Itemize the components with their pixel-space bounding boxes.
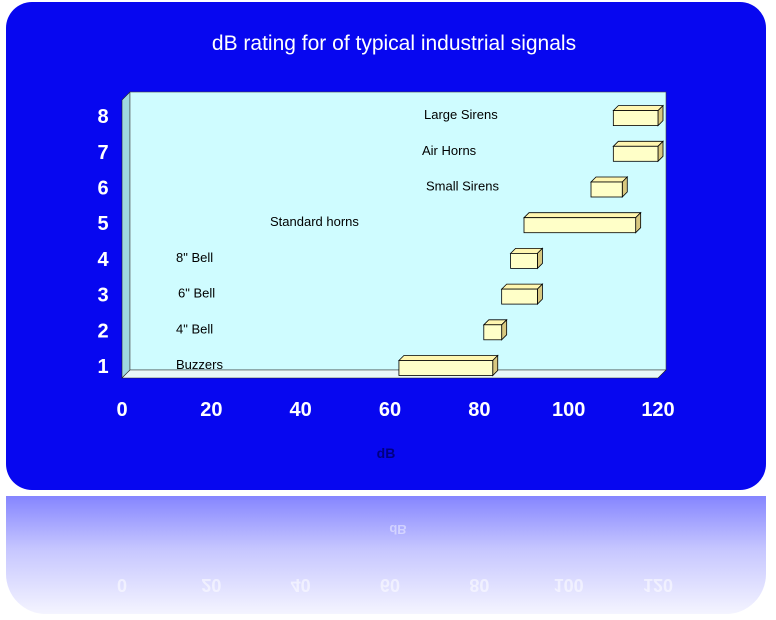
bar-top xyxy=(590,176,629,183)
x-tick-label: 40 xyxy=(290,399,312,421)
bar xyxy=(501,288,538,305)
bar xyxy=(590,181,623,198)
y-tick-label: 6 xyxy=(97,178,108,200)
y-tick-label: 8 xyxy=(97,106,108,128)
bar xyxy=(612,145,659,162)
y-tick-label: 3 xyxy=(97,285,108,307)
y-tick-label: 5 xyxy=(97,213,108,235)
y-tick-label: 4 xyxy=(97,249,109,271)
x-axis-label: dB xyxy=(377,445,396,461)
reflected-x-tick-label: 60 xyxy=(379,575,401,595)
x-tick-label: 0 xyxy=(116,399,127,421)
bar-top xyxy=(612,105,664,111)
bar-top xyxy=(397,355,499,361)
reflected-x-tick-label: 120 xyxy=(642,575,674,595)
x-tick-label: 60 xyxy=(379,399,401,421)
plot-side-wall xyxy=(121,91,131,379)
y-tick-label: 1 xyxy=(97,356,108,378)
chart-reflection: dB 0 20 40 60 80 100 120 xyxy=(6,496,766,614)
bar xyxy=(483,324,503,341)
reflected-x-tick-label: 0 xyxy=(116,575,127,595)
chart-title: dB rating for of typical industrial sign… xyxy=(211,32,577,55)
bar-top xyxy=(500,283,544,290)
bar-label: 4" Bell xyxy=(176,321,213,336)
y-tick-label: 7 xyxy=(97,142,108,164)
bar-label: 6" Bell xyxy=(178,286,215,301)
reflected-x-tick-label: 80 xyxy=(469,575,490,595)
bar xyxy=(612,110,659,126)
bar xyxy=(398,360,494,376)
bar-label: 8" Bell xyxy=(176,250,213,265)
reflected-x-tick-label: 100 xyxy=(553,575,584,595)
x-tick-label: 80 xyxy=(468,399,490,421)
bar-top xyxy=(612,140,664,147)
bar-label: Small Sirens xyxy=(426,179,499,194)
bar-label: Buzzers xyxy=(176,357,223,372)
bar-label: Large Sirens xyxy=(424,107,498,122)
bar xyxy=(523,217,637,234)
y-tick-label: 2 xyxy=(97,320,108,342)
reflected-axis-label: dB xyxy=(389,522,407,537)
reflected-x-tick-label: 20 xyxy=(201,575,222,595)
bar xyxy=(510,252,538,269)
x-tick-label: 100 xyxy=(552,399,585,421)
bar-label: Air Horns xyxy=(422,143,477,158)
bar-label: Standard horns xyxy=(270,214,359,229)
x-tick-label: 20 xyxy=(200,399,222,421)
x-tick-label: 120 xyxy=(641,399,674,421)
plot-floor xyxy=(121,369,667,379)
bar-top xyxy=(523,212,642,219)
reflected-x-tick-label: 40 xyxy=(290,575,311,595)
